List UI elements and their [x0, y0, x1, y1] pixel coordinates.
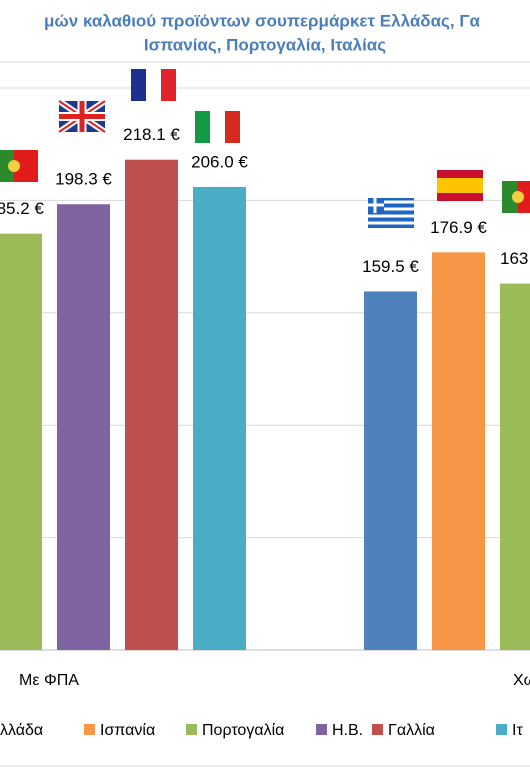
flag — [195, 111, 210, 143]
bar — [57, 204, 110, 650]
legend-label: λλάδα — [0, 722, 43, 739]
legend-label: Ιτ — [512, 722, 523, 739]
flag — [210, 111, 225, 143]
legend-label: Ισπανία — [100, 722, 155, 739]
bar — [125, 159, 178, 651]
flag — [161, 69, 176, 101]
legend-marker — [496, 724, 507, 735]
legend-marker — [316, 724, 327, 735]
x-tick-label: Χω — [513, 672, 530, 689]
legend-marker — [84, 724, 95, 735]
flag — [8, 160, 20, 172]
bar — [193, 186, 246, 651]
flag — [131, 69, 146, 101]
value-label: 198.3 € — [55, 170, 112, 189]
value-label: 185.2 € — [0, 199, 44, 218]
flag — [146, 69, 161, 101]
flag — [59, 101, 105, 132]
flag — [0, 150, 14, 182]
value-label: 163 — [500, 249, 528, 268]
legend: λλάδα Ισπανία Πορτογαλία Η.Β. Γαλλία Ιτ — [0, 722, 523, 739]
legend-label: Η.Β. — [332, 722, 363, 739]
value-label: 218.1 € — [123, 125, 180, 144]
legend-label: Πορτογαλία — [202, 722, 284, 739]
bar — [0, 233, 42, 650]
flag — [225, 111, 240, 143]
value-label: 206.0 € — [191, 152, 248, 171]
flag — [437, 178, 483, 193]
legend-marker — [372, 724, 383, 735]
bar — [364, 291, 417, 650]
legend-label: Γαλλία — [388, 722, 435, 739]
bar — [500, 283, 530, 650]
value-label: 159.5 € — [362, 257, 419, 276]
flags — [0, 69, 530, 228]
flag — [368, 198, 414, 225]
value-label: 176.9 € — [430, 218, 487, 237]
bar — [432, 252, 485, 650]
plot: Με ΦΠΑ Χω 159.5 € 176.9 € 185.2 € 163 198.3 € 2… — [0, 87, 530, 689]
flag — [512, 191, 524, 203]
x-tick-label: Με ΦΠΑ — [19, 672, 79, 689]
legend-marker — [186, 724, 197, 735]
chart-title: μών καλαθιού προϊόντων σουπερμάρκετ Ελλά… — [44, 11, 481, 30]
chart-title: Ισπανίας, Πορτογαλία, Ιταλίας — [144, 35, 386, 54]
flag — [502, 181, 518, 213]
